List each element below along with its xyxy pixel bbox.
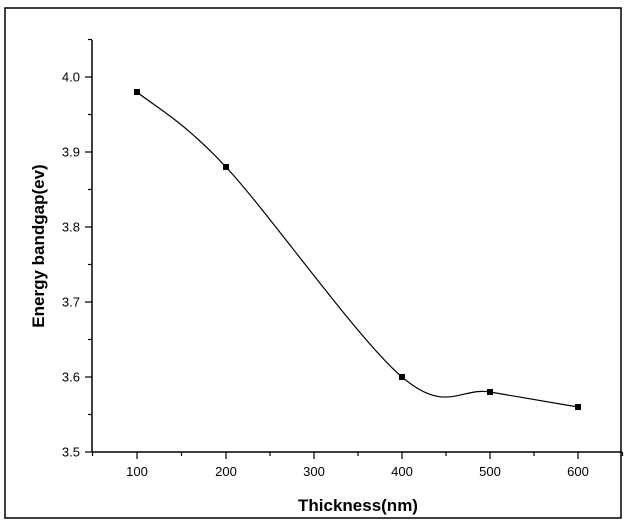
y-tick-label: 3.7 xyxy=(62,295,80,310)
y-tick-label: 4.0 xyxy=(62,70,80,85)
y-tick-label: 3.6 xyxy=(62,370,80,385)
data-point xyxy=(575,404,581,410)
plot-area: 3.5 3.6 3.7 3.8 3.9 4.0 100 200 300 400 500 600 xyxy=(62,38,624,479)
data-point xyxy=(134,89,140,95)
series-markers xyxy=(134,89,581,410)
x-tick-label: 500 xyxy=(479,464,501,479)
data-point xyxy=(399,374,405,380)
data-point xyxy=(487,389,493,395)
x-tick-label: 600 xyxy=(567,464,589,479)
y-tick-label: 3.8 xyxy=(62,220,80,235)
figure-frame xyxy=(4,7,622,519)
y-axis-title: Energy bandgap(ev) xyxy=(29,164,48,327)
x-tick-label: 200 xyxy=(215,464,237,479)
x-axis-title: Thickness(nm) xyxy=(298,496,418,515)
y-tick-label: 3.5 xyxy=(62,445,80,460)
x-ticks: 100 200 300 400 500 600 xyxy=(91,452,624,479)
y-ticks: 3.5 3.6 3.7 3.8 3.9 4.0 xyxy=(62,38,92,460)
x-tick-label: 100 xyxy=(126,464,148,479)
y-tick-label: 3.9 xyxy=(62,145,80,160)
x-tick-label: 300 xyxy=(303,464,325,479)
data-point xyxy=(223,164,229,170)
series-line xyxy=(136,91,579,408)
x-tick-label: 400 xyxy=(391,464,413,479)
